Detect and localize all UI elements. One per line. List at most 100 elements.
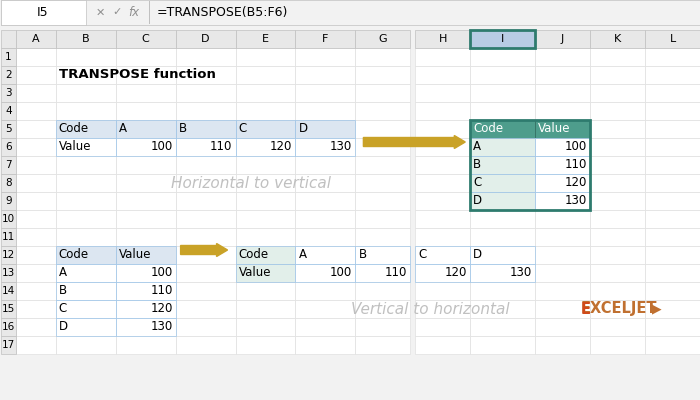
Bar: [356, 282, 410, 300]
Bar: [235, 102, 295, 120]
Bar: [536, 318, 590, 336]
Bar: [235, 48, 295, 66]
Text: Code: Code: [473, 122, 503, 136]
Bar: [56, 300, 116, 318]
Bar: [470, 48, 536, 66]
Bar: [590, 138, 645, 156]
Bar: [295, 66, 356, 84]
Bar: [16, 66, 56, 84]
Bar: [645, 336, 700, 354]
Bar: [470, 138, 536, 156]
Bar: [536, 84, 590, 102]
Text: 3: 3: [5, 88, 12, 98]
Bar: [356, 102, 410, 120]
Bar: [470, 210, 536, 228]
Bar: [590, 192, 645, 210]
Bar: [415, 138, 470, 156]
Bar: [536, 102, 590, 120]
Bar: [235, 138, 295, 156]
Bar: [16, 300, 56, 318]
Bar: [116, 318, 176, 336]
Bar: [176, 48, 235, 66]
Bar: [176, 210, 235, 228]
Bar: [590, 282, 645, 300]
Bar: [1, 0, 85, 25]
Bar: [415, 246, 470, 264]
Bar: [56, 210, 116, 228]
Bar: [470, 318, 536, 336]
Bar: [590, 246, 645, 264]
Text: Horizontal to vertical: Horizontal to vertical: [171, 176, 330, 190]
Bar: [415, 210, 470, 228]
Bar: [16, 318, 56, 336]
Text: 120: 120: [565, 176, 587, 190]
Bar: [645, 138, 700, 156]
Bar: [295, 156, 356, 174]
Bar: [235, 174, 295, 192]
Bar: [536, 246, 590, 264]
Text: Value: Value: [119, 248, 151, 262]
Bar: [176, 336, 235, 354]
Bar: [116, 84, 176, 102]
Bar: [116, 246, 176, 264]
Text: Vertical to horizontal: Vertical to horizontal: [351, 302, 510, 316]
Bar: [536, 192, 590, 210]
Bar: [56, 48, 116, 66]
Bar: [176, 102, 235, 120]
Bar: [56, 192, 116, 210]
Bar: [645, 30, 700, 48]
Bar: [470, 228, 536, 246]
Text: 100: 100: [150, 266, 173, 280]
Bar: [116, 228, 176, 246]
Text: A: A: [119, 122, 127, 136]
Bar: [56, 318, 116, 336]
Bar: [590, 102, 645, 120]
Bar: [470, 192, 536, 210]
Bar: [56, 282, 116, 300]
Bar: [470, 30, 536, 48]
Bar: [470, 264, 536, 282]
Bar: [116, 48, 176, 66]
Text: B: B: [59, 284, 67, 298]
Text: Code: Code: [59, 248, 89, 262]
Bar: [235, 120, 295, 138]
Bar: [356, 30, 410, 48]
Bar: [295, 246, 356, 264]
Bar: [56, 246, 116, 264]
Bar: [470, 282, 536, 300]
Text: 13: 13: [1, 268, 15, 278]
Bar: [645, 210, 700, 228]
Text: F: F: [322, 34, 328, 44]
Bar: [645, 48, 700, 66]
Bar: [16, 138, 56, 156]
Text: A: A: [59, 266, 66, 280]
Bar: [470, 120, 536, 138]
Bar: [415, 264, 470, 282]
Text: 100: 100: [565, 140, 587, 154]
Bar: [1, 318, 16, 336]
Bar: [116, 120, 176, 138]
Bar: [470, 246, 536, 264]
Text: A: A: [298, 248, 307, 262]
Bar: [470, 156, 536, 174]
Bar: [235, 246, 295, 264]
Bar: [356, 138, 410, 156]
Bar: [356, 246, 410, 264]
Text: I: I: [501, 34, 505, 44]
Bar: [1, 210, 16, 228]
Bar: [235, 318, 295, 336]
Bar: [470, 120, 590, 210]
Bar: [536, 156, 590, 174]
Bar: [536, 138, 590, 156]
Bar: [645, 282, 700, 300]
Bar: [116, 138, 176, 156]
Bar: [470, 174, 536, 192]
Text: Code: Code: [59, 122, 89, 136]
Bar: [536, 174, 590, 192]
Bar: [16, 102, 56, 120]
Bar: [176, 120, 235, 138]
Text: 130: 130: [565, 194, 587, 208]
Text: J: J: [561, 34, 564, 44]
Bar: [645, 264, 700, 282]
Bar: [590, 48, 645, 66]
